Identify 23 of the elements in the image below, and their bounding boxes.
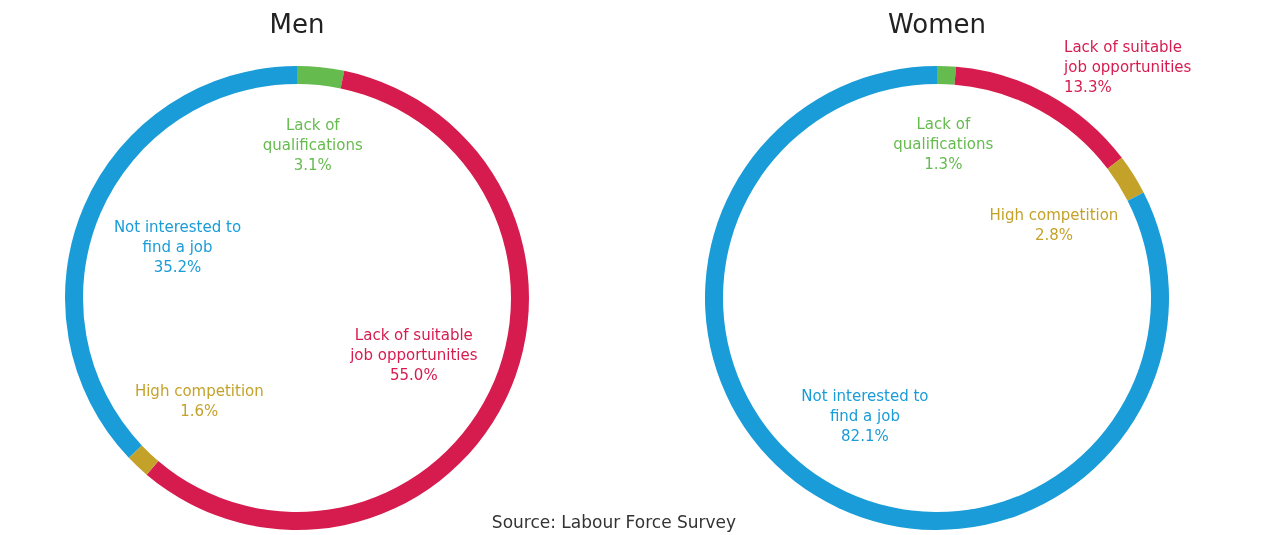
slice-label: Not interested to find a job: [113, 217, 242, 256]
data-label: 3.1%: [293, 155, 332, 174]
data-label: 13.3%: [1064, 77, 1112, 96]
donut-slice: [128, 445, 159, 475]
data-label: 2.8%: [1034, 225, 1074, 244]
data-label: 82.1%: [841, 426, 889, 445]
slice-label: High competition: [989, 205, 1119, 224]
slice-label: Lack of suitable job opportunities: [349, 326, 478, 365]
source-note: Source: Labour Force Survey: [491, 512, 737, 532]
slice-label: Lack of qualifications: [893, 115, 994, 154]
data-label: 1.6%: [180, 402, 219, 421]
chart-title: Men: [269, 9, 325, 39]
donut-slice: [1107, 157, 1144, 201]
slice-label: Lack of qualifications: [262, 115, 363, 154]
chart-title: Women: [888, 9, 986, 39]
slice-label: High competition: [134, 382, 264, 401]
data-label: 55.0%: [390, 366, 438, 385]
data-label: 35.2%: [153, 257, 202, 276]
slice-label: Lack of suitable job opportunities: [1063, 37, 1192, 76]
donut-slice: [297, 66, 345, 89]
donut-slice: [937, 66, 957, 85]
data-label: 1.3%: [924, 155, 963, 174]
slice-label: Not interested to find a job: [801, 386, 929, 425]
